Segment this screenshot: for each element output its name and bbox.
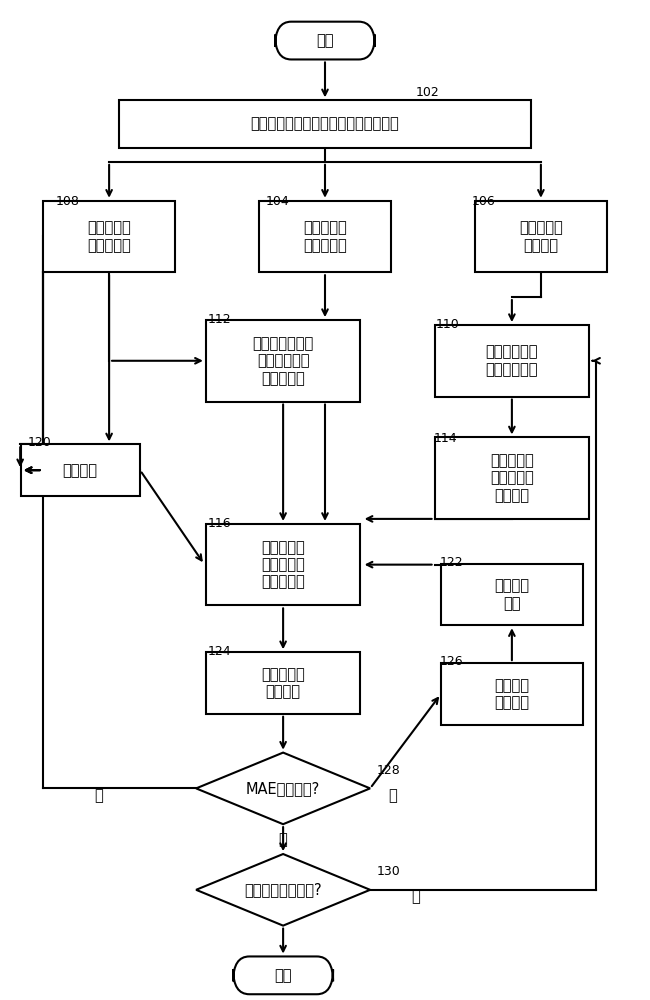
FancyBboxPatch shape: [275, 22, 375, 59]
Text: 过滤并转换
侦测数据为
特征数据: 过滤并转换 侦测数据为 特征数据: [490, 453, 534, 503]
Text: 开始: 开始: [317, 33, 333, 48]
Text: 102: 102: [415, 86, 439, 99]
FancyBboxPatch shape: [435, 325, 589, 397]
FancyBboxPatch shape: [435, 437, 589, 519]
Text: 否: 否: [388, 788, 397, 803]
Text: 否: 否: [411, 889, 420, 904]
FancyBboxPatch shape: [259, 201, 391, 272]
FancyBboxPatch shape: [475, 201, 607, 272]
Text: 配置并设定
加工参数: 配置并设定 加工参数: [519, 220, 563, 253]
Polygon shape: [196, 854, 370, 926]
FancyBboxPatch shape: [43, 201, 175, 272]
Text: 是: 是: [94, 788, 103, 803]
Text: 产生工具机
的加工路径: 产生工具机 的加工路径: [303, 220, 347, 253]
Text: 124: 124: [208, 645, 231, 658]
Text: 110: 110: [436, 318, 460, 331]
Text: 将特征数据
关联至产品
准确度项目: 将特征数据 关联至产品 准确度项目: [261, 540, 305, 590]
FancyBboxPatch shape: [233, 956, 333, 994]
Text: 108: 108: [56, 195, 79, 208]
Text: 关联产品准确度
项目至工具机
的加工路径: 关联产品准确度 项目至工具机 的加工路径: [252, 336, 314, 386]
Text: 是: 是: [279, 833, 287, 848]
Text: 128: 128: [376, 764, 400, 777]
Text: 122: 122: [439, 556, 463, 569]
Text: 是否是最后一工件?: 是否是最后一工件?: [244, 882, 322, 897]
Text: 112: 112: [208, 313, 231, 326]
FancyBboxPatch shape: [206, 320, 361, 402]
Text: 测量工件: 测量工件: [62, 463, 98, 478]
Text: 114: 114: [434, 432, 457, 445]
Text: 106: 106: [472, 195, 496, 208]
FancyBboxPatch shape: [21, 444, 140, 496]
FancyBboxPatch shape: [206, 524, 361, 605]
FancyBboxPatch shape: [441, 564, 583, 625]
FancyBboxPatch shape: [441, 663, 583, 725]
Text: 116: 116: [208, 517, 231, 530]
Text: MAE＜门槛值?: MAE＜门槛值?: [246, 781, 320, 796]
Text: 选出关键
特征数据: 选出关键 特征数据: [495, 678, 529, 710]
Text: 120: 120: [27, 436, 51, 449]
Text: 操作工具机并
搜集侦测数据: 操作工具机并 搜集侦测数据: [486, 345, 538, 377]
Text: 指定出产品
准确度项目: 指定出产品 准确度项目: [87, 220, 131, 253]
Text: 结束: 结束: [274, 968, 292, 983]
FancyBboxPatch shape: [119, 100, 531, 148]
Text: 104: 104: [266, 195, 289, 208]
Polygon shape: [196, 753, 370, 824]
Text: 更新预测
模型: 更新预测 模型: [495, 578, 529, 611]
Text: 130: 130: [376, 865, 400, 878]
Text: 设计包含产品的尺寸与公差的产品轮廓: 设计包含产品的尺寸与公差的产品轮廓: [251, 117, 399, 132]
FancyBboxPatch shape: [206, 652, 361, 714]
Text: 建立或应用
预测模型: 建立或应用 预测模型: [261, 667, 305, 699]
Text: 126: 126: [439, 655, 463, 668]
